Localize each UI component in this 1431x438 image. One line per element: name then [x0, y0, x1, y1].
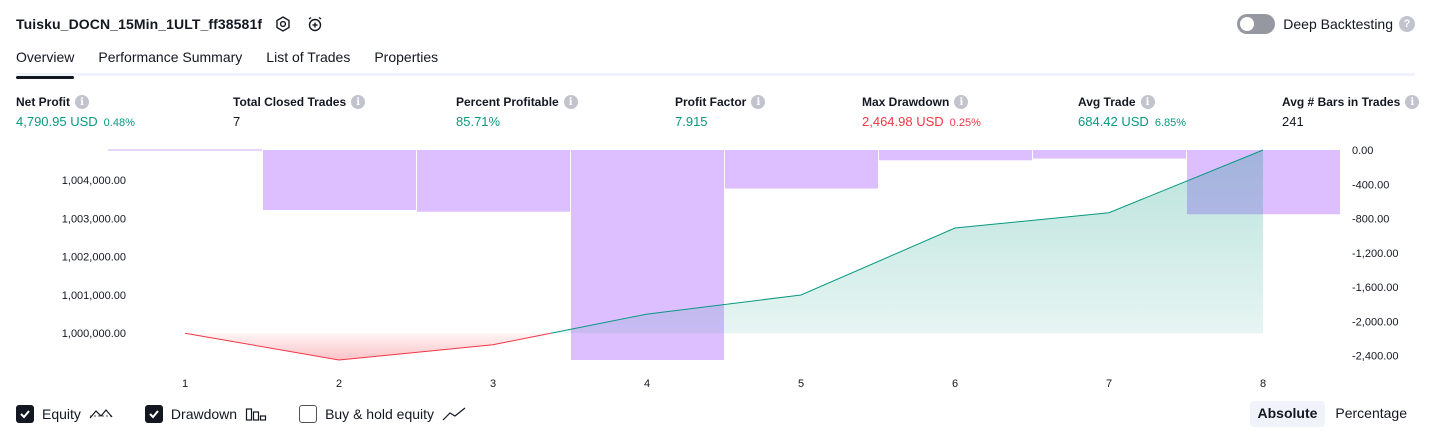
equity-gain-line	[550, 149, 1264, 334]
metric-value: 7	[233, 114, 241, 129]
right-axis-tick-label: -2,400.00	[1352, 351, 1398, 363]
right-axis-tick-label: -2,000.00	[1352, 316, 1398, 328]
buy-hold-checkbox[interactable]	[299, 405, 318, 423]
legend-drawdown[interactable]: Drawdown	[144, 405, 267, 423]
metric-value: 241	[1282, 114, 1304, 129]
x-axis-tick-label: 6	[952, 378, 958, 390]
metric-label: Avg Trade	[1078, 95, 1136, 109]
x-axis-tick-label: 7	[1106, 378, 1112, 390]
strategy-name: Tuisku_DOCN_15Min_1ULT_ff38581f	[16, 16, 263, 32]
equity-drawdown-chart[interactable]: 1,000,000.00 1,001,000.00 1,002,000.00 1,00…	[0, 140, 1431, 400]
metric-label: Percent Profitable	[456, 95, 559, 109]
deep-backtesting-label: Deep Backtesting	[1283, 16, 1393, 32]
help-icon[interactable]: ?	[1399, 16, 1415, 32]
legend-buy-hold-equity[interactable]: Buy & hold equity	[299, 405, 466, 423]
drawdown-checkbox[interactable]	[144, 405, 163, 423]
info-icon[interactable]: i	[351, 95, 366, 109]
deep-backtesting-toggle[interactable]	[1237, 14, 1276, 34]
add-alert-icon[interactable]	[304, 13, 326, 35]
info-icon[interactable]: i	[751, 95, 766, 109]
buy-hold-line-icon	[442, 406, 466, 422]
metric-percent-profitable: Percent Profitable i 85.71%	[456, 94, 578, 129]
metric-value: 4,790.95 USD	[16, 114, 98, 129]
metric-profit-factor: Profit Factor i 7.915	[675, 94, 766, 129]
metric-label: Profit Factor	[675, 95, 747, 109]
right-axis-tick-label: 0.00	[1352, 145, 1373, 157]
left-axis-tick-label: 1,004,000.00	[62, 175, 126, 187]
drawdown-bar-2	[263, 150, 416, 210]
info-icon[interactable]: i	[954, 95, 969, 109]
drawdown-bar-7	[1033, 150, 1186, 159]
metric-max-drawdown: Max Drawdown i 2,464.98 USD 0.25%	[862, 94, 981, 129]
tab-properties[interactable]: Properties	[374, 49, 439, 65]
report-tabs: Overview Performance Summary List of Tra…	[16, 46, 1415, 79]
right-axis-tick-label: -1,600.00	[1352, 282, 1398, 294]
buy-hold-label: Buy & hold equity	[325, 406, 435, 422]
tab-list-of-trades[interactable]: List of Trades	[266, 49, 351, 65]
metric-percent: 6.85%	[1154, 117, 1187, 129]
metric-total-closed-trades: Total Closed Trades i 7	[233, 94, 366, 129]
metric-value: 2,464.98 USD	[862, 114, 944, 129]
drawdown-bar-5	[725, 150, 878, 189]
left-axis-tick-label: 1,001,000.00	[62, 290, 126, 302]
x-axis-tick-label: 3	[490, 378, 496, 390]
left-axis-tick-label: 1,000,000.00	[62, 328, 126, 340]
metric-avg-trade: Avg Trade i 684.42 USD 6.85%	[1078, 94, 1186, 129]
strategy-header: Tuisku_DOCN_15Min_1ULT_ff38581f	[16, 12, 326, 36]
value-mode-switch: Absolute Percentage	[1248, 401, 1416, 427]
percentage-button[interactable]: Percentage	[1335, 405, 1407, 421]
tab-performance-summary[interactable]: Performance Summary	[98, 49, 243, 65]
metric-percent: 0.25%	[949, 117, 981, 129]
metric-value: 7.915	[675, 114, 708, 129]
metric-value: 85.71%	[456, 114, 501, 129]
tab-overview[interactable]: Overview	[16, 46, 75, 79]
info-icon[interactable]: i	[563, 95, 578, 109]
equity-loss-area	[185, 333, 551, 360]
right-axis-tick-label: -1,200.00	[1352, 248, 1398, 260]
metric-value: 684.42 USD	[1078, 114, 1149, 129]
drawdown-label: Drawdown	[170, 406, 238, 422]
metric-label: Net Profit	[16, 95, 70, 109]
x-axis-tick-label: 8	[1260, 378, 1266, 390]
metric-net-profit: Net Profit i 4,790.95 USD 0.48%	[16, 94, 135, 129]
right-axis-tick-label: -400.00	[1352, 179, 1389, 191]
equity-loss-line	[184, 332, 551, 361]
chart-legend: Equity Drawdown Buy & hold equity	[16, 403, 498, 425]
deep-backtesting: Deep Backtesting ?	[1237, 13, 1415, 35]
drawdown-bar-3	[417, 150, 570, 212]
x-axis-tick-label: 2	[336, 378, 342, 390]
left-axis-tick-label: 1,002,000.00	[62, 252, 126, 264]
x-axis-tick-label: 5	[798, 378, 804, 390]
x-axis-tick-label: 1	[182, 378, 188, 390]
drawdown-bar-6	[879, 150, 1032, 161]
metric-avg-bars-in-trades: Avg # Bars in Trades i 241	[1282, 94, 1420, 129]
equity-label: Equity	[42, 406, 81, 422]
metric-label: Total Closed Trades	[233, 95, 347, 109]
info-icon[interactable]: i	[75, 95, 89, 109]
settings-gear-icon[interactable]	[272, 13, 294, 35]
x-axis-tick-label: 4	[644, 378, 650, 390]
legend-equity[interactable]: Equity	[16, 405, 113, 423]
info-icon[interactable]: i	[1140, 95, 1155, 109]
drawdown-bars-icon	[245, 406, 267, 422]
equity-gain-area	[550, 150, 1263, 334]
equity-line-icon	[89, 406, 113, 422]
left-axis-tick-label: 1,003,000.00	[62, 213, 126, 225]
absolute-button[interactable]: Absolute	[1249, 401, 1326, 427]
metric-label: Max Drawdown	[862, 95, 950, 109]
metric-label: Avg # Bars in Trades	[1282, 95, 1401, 109]
right-axis-tick-label: -800.00	[1352, 214, 1389, 226]
equity-checkbox[interactable]	[16, 405, 34, 423]
metric-percent: 0.48%	[103, 117, 135, 129]
info-icon[interactable]: i	[1405, 95, 1420, 109]
